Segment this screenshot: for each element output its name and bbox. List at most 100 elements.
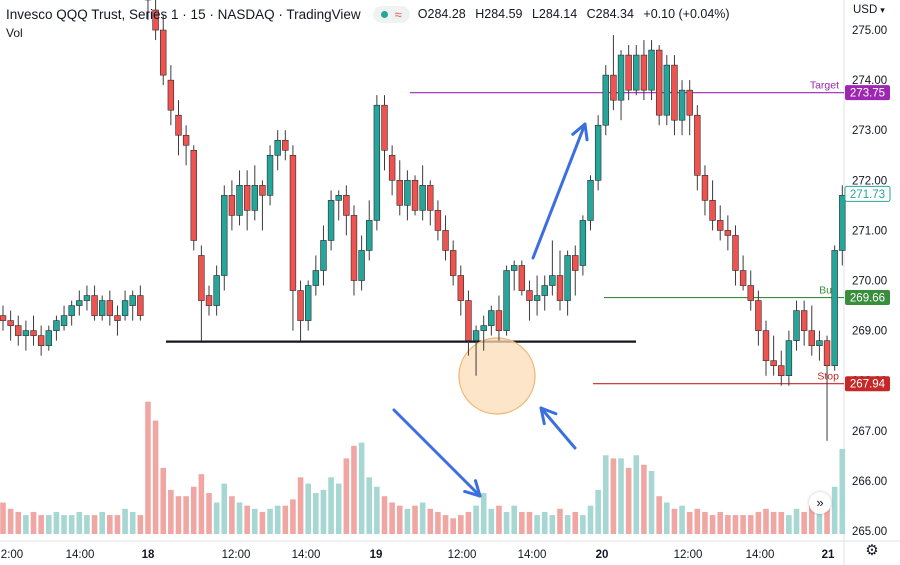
arrow-shaft	[539, 406, 577, 450]
volume-bar	[839, 448, 846, 534]
volume-bar	[740, 515, 746, 534]
candle	[320, 225, 327, 286]
volume-bar	[183, 496, 189, 534]
scroll-to-realtime-button[interactable]: »	[809, 492, 831, 514]
volume-bar	[45, 515, 52, 534]
candle-body	[678, 89, 686, 121]
volume-bar	[480, 493, 487, 534]
candle	[602, 65, 609, 136]
candle	[266, 145, 274, 206]
candle-body	[68, 305, 75, 316]
candle-body	[335, 195, 342, 201]
candle-body	[671, 64, 678, 121]
candle-body	[236, 185, 243, 216]
candle-body	[160, 29, 167, 76]
candle-body	[449, 250, 457, 276]
volume-bar	[541, 511, 548, 534]
candle-body	[427, 185, 434, 211]
candle-body	[373, 104, 381, 221]
candle	[358, 235, 365, 291]
candle	[755, 290, 762, 346]
volume-bar	[160, 467, 167, 534]
candle	[747, 270, 754, 311]
gear-icon[interactable]: ⚙	[865, 542, 879, 559]
candle	[37, 325, 45, 356]
candle-body	[7, 320, 14, 326]
volume-bar	[831, 486, 838, 534]
candle	[0, 305, 7, 331]
buy-label: Bu	[819, 285, 832, 297]
candle-body	[30, 330, 37, 336]
price-tick-label: 266.00	[852, 476, 887, 488]
candle-body	[366, 220, 373, 251]
candle	[518, 260, 526, 296]
candle	[457, 265, 464, 316]
candle-body	[724, 230, 732, 236]
price-tick-label: 274.00	[852, 75, 887, 87]
volume-bar	[702, 511, 708, 534]
volume-bar	[23, 515, 29, 534]
candle	[327, 190, 335, 251]
volume-bar	[580, 515, 586, 534]
candle	[564, 250, 571, 316]
candle	[717, 205, 724, 241]
candle-body	[350, 215, 358, 281]
candle	[190, 145, 197, 251]
candle-body	[686, 89, 693, 116]
candle	[304, 280, 312, 331]
candle-body	[442, 230, 449, 251]
market-status-pill[interactable]: ≈	[372, 5, 410, 23]
volume-bar	[251, 508, 258, 534]
candle	[701, 165, 709, 216]
candle	[442, 215, 449, 261]
candle-body	[388, 154, 396, 181]
candle	[243, 170, 251, 231]
candle	[251, 165, 258, 221]
candle	[686, 80, 693, 136]
candle-body	[587, 180, 594, 221]
candle	[434, 200, 442, 241]
volume-bar	[137, 515, 144, 534]
candle-body	[22, 330, 30, 336]
candle-body	[312, 270, 320, 286]
candle-body	[785, 340, 793, 376]
candle	[98, 295, 106, 321]
stop-label: Stop	[817, 371, 839, 383]
candle	[831, 245, 838, 371]
volume-bar	[168, 489, 174, 534]
candle-body	[76, 300, 83, 306]
candle	[76, 290, 83, 316]
candle	[549, 240, 556, 296]
volume-bar	[84, 515, 90, 534]
volume-bar	[381, 496, 388, 534]
volume-bar	[351, 445, 357, 534]
candle	[678, 80, 686, 136]
arrow-shaft	[392, 408, 482, 498]
candle-body	[541, 285, 548, 296]
volume-bar	[290, 499, 296, 534]
volume-bar	[488, 508, 495, 534]
target-label: Target	[810, 80, 839, 92]
candle-body	[381, 104, 388, 151]
candle-body	[121, 300, 129, 316]
candle-body	[304, 285, 312, 321]
symbol-title[interactable]: Invesco QQQ Trust, Series 1 · 15 · NASDA…	[6, 6, 361, 22]
price-tick-label: 272.00	[852, 175, 887, 187]
candle	[770, 335, 777, 376]
volume-bar	[366, 477, 373, 534]
candle	[541, 275, 548, 311]
candle-body	[15, 325, 22, 336]
candle-body	[526, 290, 533, 301]
volume-bar	[526, 511, 533, 534]
candle	[22, 320, 30, 351]
candle-body	[434, 210, 442, 231]
price-tick-label: 271.00	[852, 225, 887, 237]
candle-body	[129, 295, 136, 306]
candle	[221, 185, 228, 291]
volume-bar	[0, 502, 6, 534]
price-tick-label: 267.00	[852, 426, 887, 438]
currency-selector[interactable]: USD ▾	[853, 4, 885, 16]
candle	[778, 350, 785, 386]
volume-bar	[419, 502, 426, 534]
